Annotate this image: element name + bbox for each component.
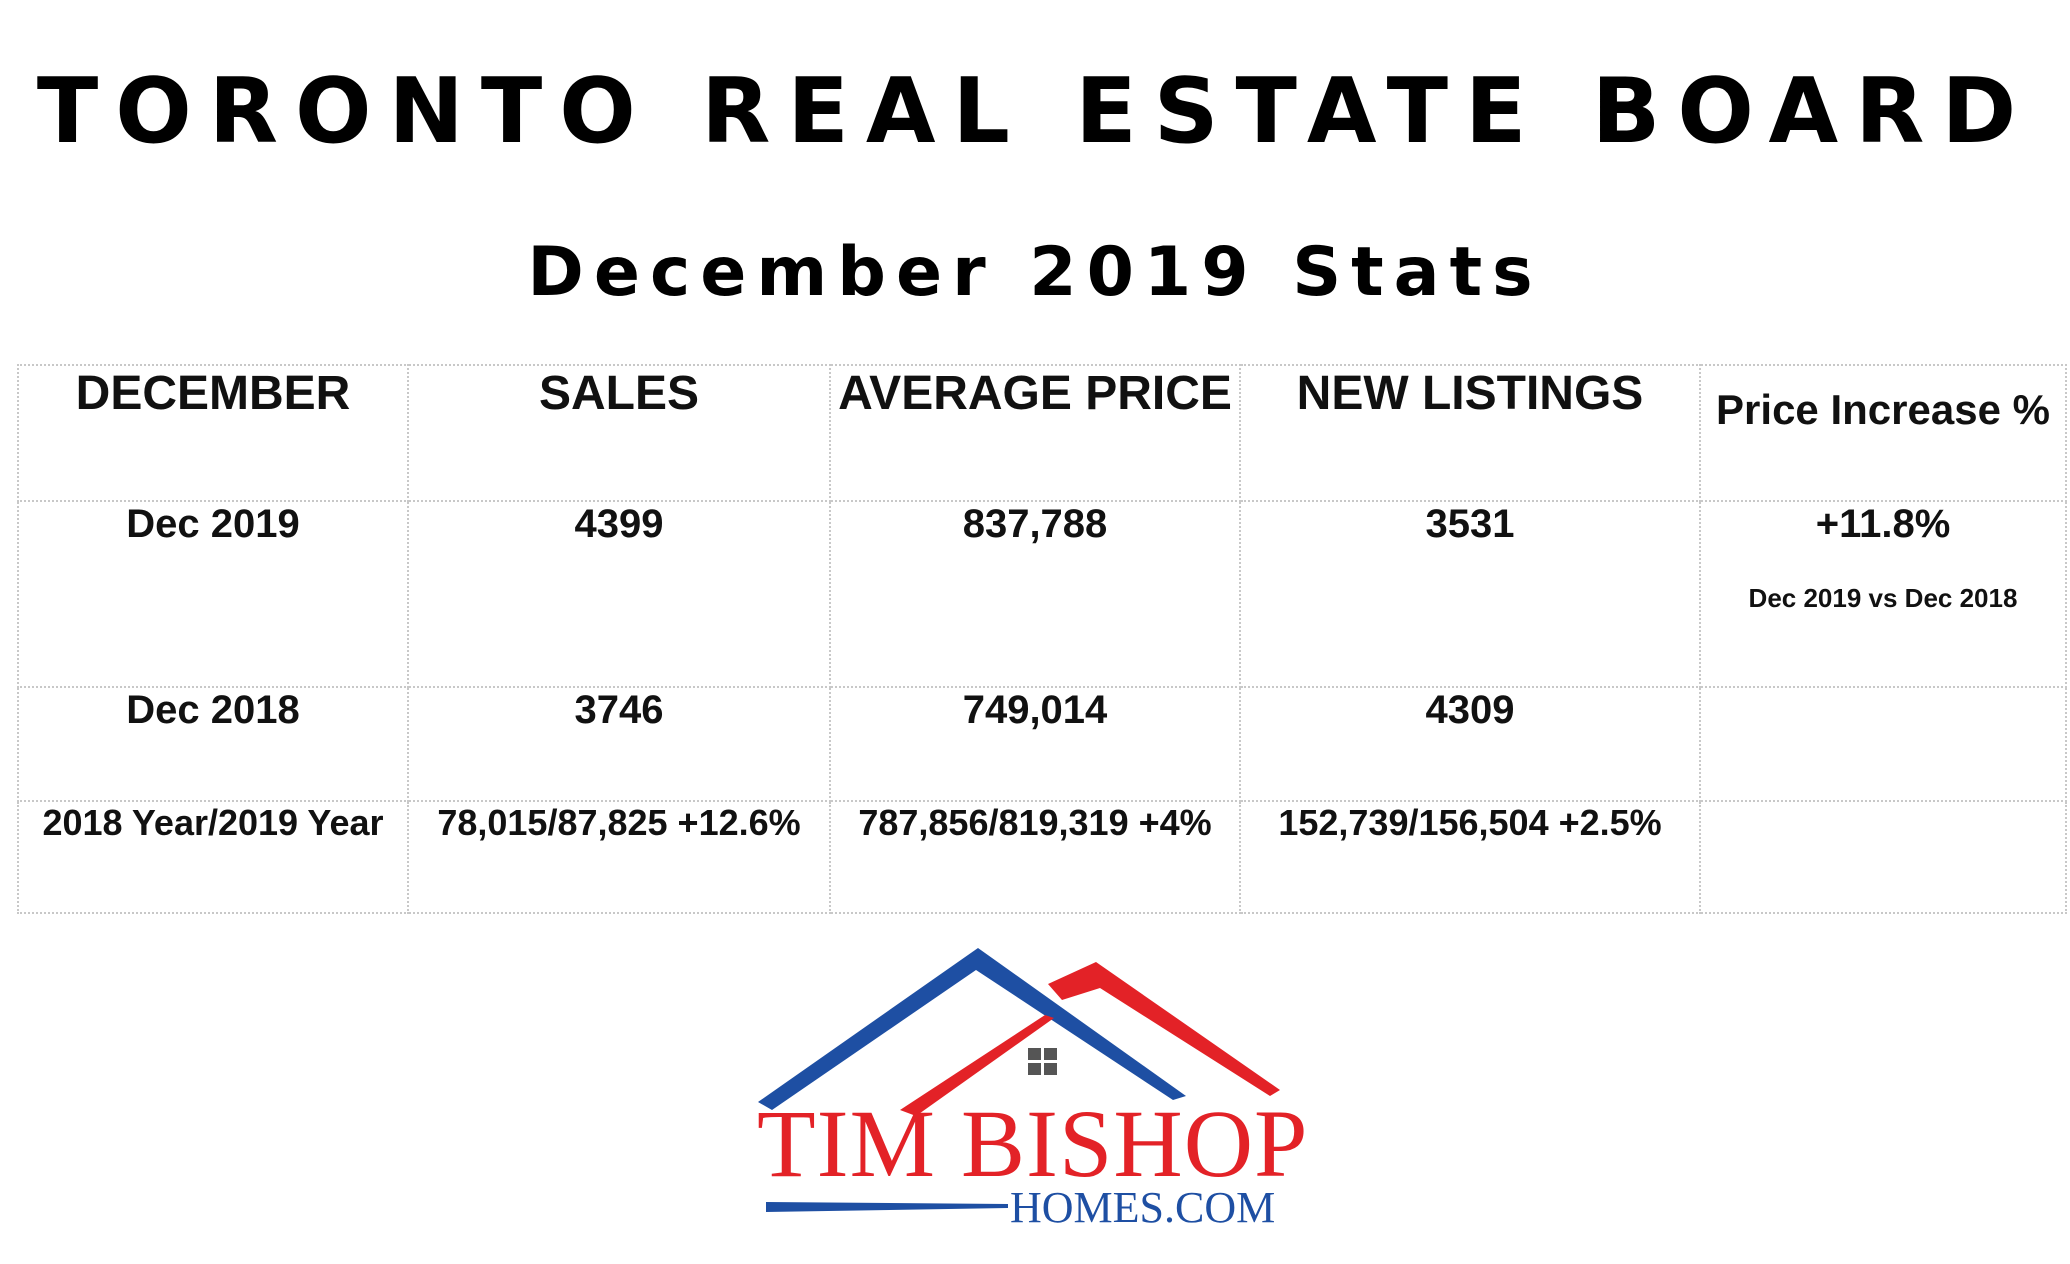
house-roof-logo-icon xyxy=(758,948,1280,1212)
table-row: Dec 2019 4399 837,788 3531 +11.8% Dec 20… xyxy=(17,500,2067,688)
page-subtitle: December 2019 Stats xyxy=(527,233,1543,312)
logo-domain: HOMES.COM xyxy=(1010,1183,1276,1232)
cell-period: Dec 2019 xyxy=(17,500,409,688)
cell-price-increase xyxy=(1699,800,2067,914)
cell-new-listings: 4309 xyxy=(1239,686,1701,802)
header-average-price: AVERAGE PRICE xyxy=(829,364,1241,502)
header-sales: SALES xyxy=(407,364,831,502)
cell-new-listings: 3531 xyxy=(1239,500,1701,688)
blue-roof-icon xyxy=(758,948,1186,1110)
price-increase-value: +11.8% xyxy=(1815,502,1951,546)
header-price-increase: Price Increase % xyxy=(1699,364,2067,502)
red-roof-peak-icon xyxy=(1048,962,1280,1096)
cell-period: 2018 Year/2019 Year xyxy=(17,800,409,914)
blue-swoosh-icon xyxy=(766,1202,1008,1212)
table-row: Dec 2018 3746 749,014 4309 xyxy=(17,686,2067,802)
header-new-listings: NEW LISTINGS xyxy=(1239,364,1701,502)
logo-name: TIM BISHOP xyxy=(757,1090,1309,1197)
cell-average-price: 837,788 xyxy=(829,500,1241,688)
page-title: TORONTO REAL ESTATE BOARD xyxy=(36,59,2034,164)
cell-average-price: 749,014 xyxy=(829,686,1241,802)
cell-sales: 3746 xyxy=(407,686,831,802)
cell-period: Dec 2018 xyxy=(17,686,409,802)
cell-new-listings: 152,739/156,504 +2.5% xyxy=(1239,800,1701,914)
cell-price-increase xyxy=(1699,686,2067,802)
cell-sales: 4399 xyxy=(407,500,831,688)
price-increase-note: Dec 2019 vs Dec 2018 xyxy=(1748,583,2018,613)
red-roof-icon xyxy=(900,1015,1054,1116)
cell-price-increase: +11.8% Dec 2019 vs Dec 2018 xyxy=(1699,500,2067,688)
table-header-row: DECEMBER SALES AVERAGE PRICE NEW LISTING… xyxy=(17,364,2067,502)
header-december: DECEMBER xyxy=(17,364,409,502)
table-row: 2018 Year/2019 Year 78,015/87,825 +12.6%… xyxy=(17,800,2067,914)
stats-table: DECEMBER SALES AVERAGE PRICE NEW LISTING… xyxy=(17,364,2067,914)
cell-sales: 78,015/87,825 +12.6% xyxy=(407,800,831,914)
cell-average-price: 787,856/819,319 +4% xyxy=(829,800,1241,914)
window-icon xyxy=(1028,1048,1057,1075)
